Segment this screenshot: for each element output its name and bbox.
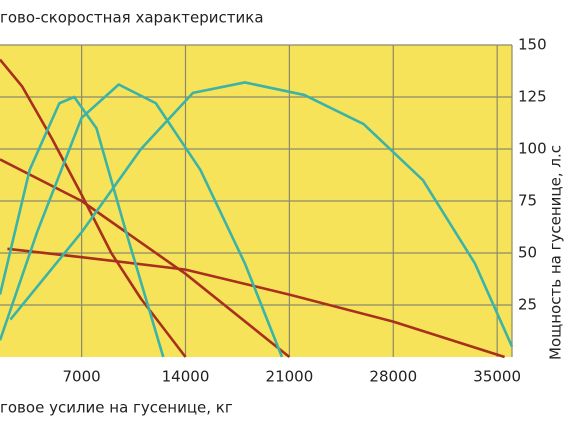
series-line — [0, 83, 284, 358]
chart-title: гово-скоростная характеристика — [0, 9, 264, 27]
y2-tick-label: 25 — [518, 296, 537, 314]
series-line — [7, 247, 505, 359]
y2-tick-label: 150 — [518, 36, 547, 54]
y2-tick-label: 50 — [518, 244, 537, 262]
series-line — [0, 58, 187, 358]
series-line — [0, 95, 165, 358]
x-tick-label: 21000 — [266, 368, 314, 386]
x-axis-label: говое усилие на гусенице, кг — [0, 399, 233, 417]
y2-tick-label: 125 — [518, 88, 547, 106]
x-tick-label: 14000 — [162, 368, 210, 386]
y2-tick-label: 75 — [518, 192, 537, 210]
x-tick-label: 35000 — [473, 368, 521, 386]
x-tick-label: 7000 — [63, 368, 101, 386]
series-line — [0, 158, 291, 359]
x-tick-label: 28000 — [369, 368, 417, 386]
y2-tick-label: 100 — [518, 140, 547, 158]
series-line — [9, 81, 514, 348]
y2-axis-label: Мощность на гусенице, л.с — [547, 145, 565, 360]
